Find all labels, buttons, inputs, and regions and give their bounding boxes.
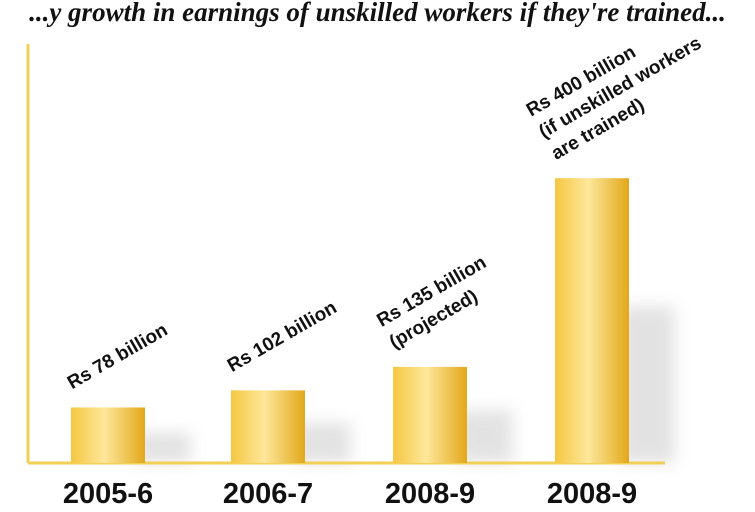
x-tick-label-2: 2008-9 bbox=[385, 478, 475, 510]
data-label-0: Rs 78 billion bbox=[64, 320, 171, 394]
data-label-2: Rs 135 billion(projected) bbox=[374, 252, 503, 353]
data-label-line-1-0: Rs 102 billion bbox=[224, 297, 341, 376]
x-tick-label-0: 2005-6 bbox=[63, 478, 153, 510]
data-label-1: Rs 102 billion bbox=[224, 297, 341, 376]
x-tick-label-1: 2006-7 bbox=[223, 478, 313, 510]
x-tick-labels-group: 2005-6 2006-7 2008-9 2008-9 bbox=[63, 478, 637, 510]
x-tick-label-3: 2008-9 bbox=[547, 478, 637, 510]
bar-0 bbox=[71, 407, 145, 463]
bar-1 bbox=[231, 390, 305, 463]
bar-3 bbox=[555, 178, 629, 463]
caption-text: ...y growth in earnings of unskilled wor… bbox=[29, 0, 726, 27]
data-label-line-0-0: Rs 78 billion bbox=[64, 320, 171, 394]
bars-group bbox=[71, 178, 629, 463]
data-label-3: Rs 400 billion(if unskilled workersare t… bbox=[523, 11, 718, 164]
bar-2 bbox=[393, 366, 467, 463]
